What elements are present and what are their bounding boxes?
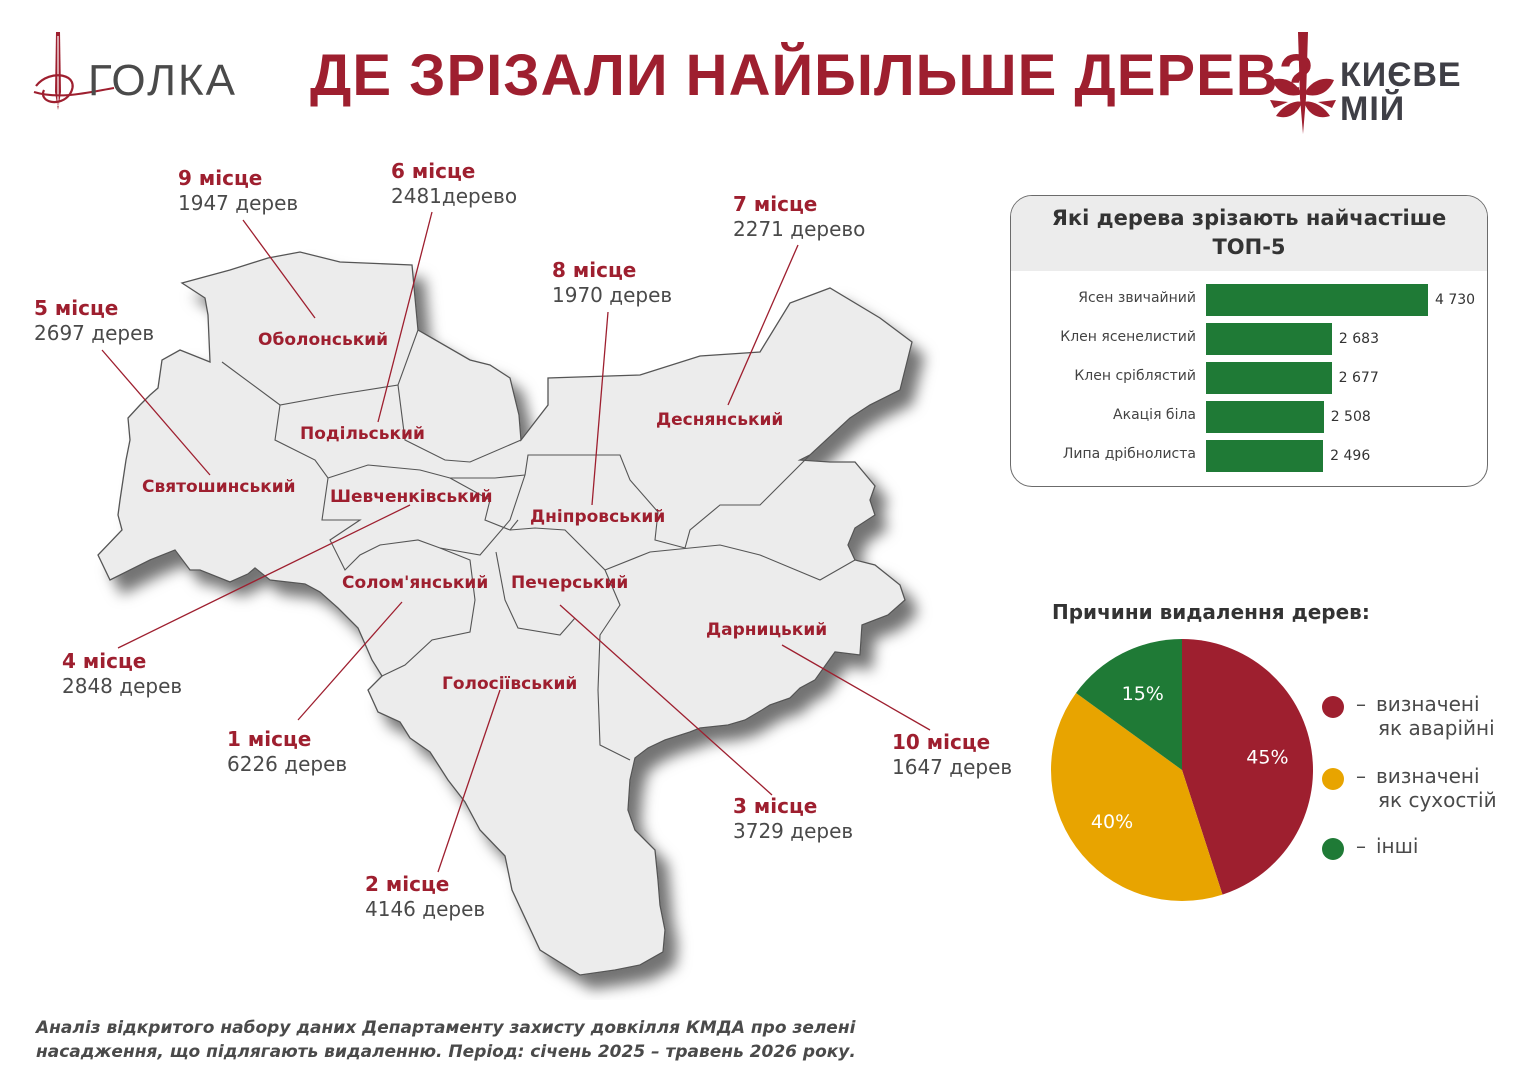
logo-line-2: МІЙ — [1340, 90, 1406, 128]
legend-dead: – визначені як сухостій — [1356, 764, 1497, 812]
district-label-pecherskyi: Печерський — [511, 573, 629, 593]
bar — [1206, 284, 1428, 316]
bar — [1206, 401, 1324, 433]
legend-dash: – — [1356, 764, 1366, 788]
bar-label: Клен сріблястий — [1074, 368, 1196, 384]
kyieve-mii-logo-text: КИЄВЕ МІЙ — [1340, 58, 1462, 126]
rank-dniprovskyi: 8 місце — [552, 258, 637, 282]
legend-emergency-l1: визначені — [1376, 692, 1480, 716]
pie-value-label: 40% — [1091, 811, 1133, 833]
legend-dash: – — [1356, 834, 1366, 858]
count-darnytskyi: 1647 дерев — [892, 755, 1013, 779]
legend-emergency: – визначені як аварійні — [1356, 692, 1495, 740]
callout-lines — [101, 211, 931, 873]
count-solomianskyi: 6226 дерев — [227, 752, 348, 776]
district-label-darnytskyi: Дарницький — [706, 620, 828, 640]
legend-dot-dead — [1322, 768, 1344, 790]
district-label-podilskyi: Подільський — [300, 424, 425, 444]
rank-pecherskyi: 3 місце — [733, 794, 818, 818]
rank-desnianskyi: 7 місце — [733, 192, 818, 216]
legend-dot-other — [1322, 838, 1344, 860]
district-label-sviatoshynskyi: Святошинський — [142, 477, 296, 497]
rank-sviatoshynskyi: 5 місце — [34, 296, 119, 320]
legend-dead-l2: як сухостій — [1378, 788, 1497, 812]
city-outline — [97, 251, 913, 976]
count-dniprovskyi: 1970 дерев — [552, 283, 673, 307]
district-label-shevchenkivskyi: Шевченківський — [330, 487, 493, 507]
count-desnianskyi: 2271 дерево — [733, 217, 866, 241]
flower-icon — [1270, 32, 1336, 134]
district-borders — [221, 329, 856, 761]
district-label-solomianskyi: Солом'янський — [342, 573, 489, 593]
rank-podilskyi: 6 місце — [391, 159, 476, 183]
logo-line-1: КИЄВЕ — [1340, 56, 1462, 94]
legend-other-l1: інші — [1376, 834, 1419, 858]
top5-bar-chart: Які дерева зрізають найчастіше ТОП-5 Ясе… — [1010, 195, 1488, 487]
bar — [1206, 362, 1332, 394]
top5-header — [1011, 196, 1487, 271]
rank-holosiivskyi: 2 місце — [365, 872, 450, 896]
bar-value-label: 2 683 — [1338, 331, 1380, 347]
count-shevchenkivskyi: 2848 дерев — [62, 674, 183, 698]
source-note-line2: насадження, що підлягають видаленню. Пер… — [36, 1042, 856, 1062]
needle-icon — [33, 32, 115, 110]
rank-shevchenkivskyi: 4 місце — [62, 649, 147, 673]
page-title: ДЕ ЗРІЗАЛИ НАЙБІЛЬШЕ ДЕРЕВ? — [310, 43, 1316, 108]
pie-title: Причини видалення дерев: — [1052, 600, 1370, 624]
bar-value-label: 2 677 — [1338, 370, 1379, 386]
rank-darnytskyi: 10 місце — [892, 730, 991, 754]
pie-value-label: 45% — [1246, 746, 1288, 768]
top5-title: Які дерева зрізають найчастіше ТОП-5 — [1011, 204, 1487, 262]
bar-value-label: 2 496 — [1330, 448, 1371, 464]
legend-emergency-l2: як аварійні — [1378, 716, 1495, 740]
top5-title-line2: ТОП-5 — [1212, 235, 1286, 259]
source-note-line1: Аналіз відкритого набору даних Департаме… — [36, 1018, 856, 1038]
district-label-dniprovskyi: Дніпровський — [530, 507, 666, 527]
district-label-desnianskyi: Деснянський — [656, 410, 784, 430]
bar-value-label: 4 730 — [1435, 292, 1476, 308]
bar-label: Акація біла — [1113, 407, 1196, 423]
count-sviatoshynskyi: 2697 дерев — [34, 321, 155, 345]
legend-dash: – — [1356, 692, 1366, 716]
golka-logo-text: ГОЛКА — [88, 56, 237, 105]
pie-slice — [1076, 639, 1182, 770]
rank-solomianskyi: 1 місце — [227, 727, 312, 751]
golka-logo — [30, 30, 260, 120]
pie-slice — [1182, 639, 1313, 895]
count-podilskyi: 2481дерево — [391, 184, 518, 208]
pie-slice — [1051, 693, 1223, 901]
top5-title-line1: Які дерева зрізають найчастіше — [1051, 206, 1447, 230]
reasons-pie-chart: 45% 40% 15% — [1051, 639, 1313, 901]
bar-value-label: 2 508 — [1330, 409, 1371, 425]
legend-dead-l1: визначені — [1376, 764, 1480, 788]
district-label-obolonskyi: Оболонський — [258, 330, 389, 350]
district-label-holosiivskyi: Голосіївський — [442, 674, 578, 694]
count-obolonskyi: 1947 дерев — [178, 191, 299, 215]
bar-label: Ясен звичайний — [1078, 290, 1196, 306]
bar-label: Липа дрібнолиста — [1062, 446, 1196, 462]
pie-value-label: 15% — [1122, 683, 1164, 705]
count-holosiivskyi: 4146 дерев — [365, 897, 486, 921]
bar-label: Клен ясенелистий — [1060, 329, 1196, 345]
legend-dot-emergency — [1322, 696, 1344, 718]
rank-obolonskyi: 9 місце — [178, 166, 263, 190]
bar — [1206, 323, 1332, 355]
kyieve-mii-emblem — [1268, 30, 1368, 140]
legend-other: – інші — [1356, 834, 1419, 858]
source-note: Аналіз відкритого набору даних Департаме… — [36, 1016, 966, 1064]
count-pecherskyi: 3729 дерев — [733, 819, 854, 843]
kyiv-districts-map — [97, 211, 931, 976]
bar — [1206, 440, 1324, 472]
